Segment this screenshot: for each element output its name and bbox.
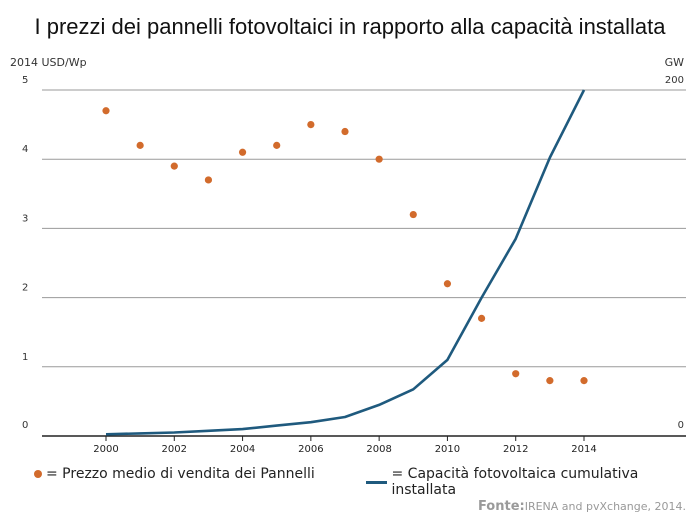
- y-left-axis-label: 2014 USD/Wp: [10, 56, 87, 69]
- price-point: [273, 141, 281, 149]
- price-point: [375, 155, 383, 163]
- x-tick-label: 2014: [571, 444, 596, 455]
- legend-label-price: = Prezzo medio di vendita dei Pannelli: [46, 466, 315, 482]
- source-prefix: Fonte:: [477, 499, 525, 514]
- price-point: [204, 176, 213, 184]
- y-left-tick-label: 0: [22, 420, 28, 431]
- x-tick-label: 2000: [93, 444, 118, 455]
- x-tick-label: 2010: [435, 444, 460, 455]
- price-point: [409, 210, 417, 219]
- y-left-tick-label: 2: [22, 283, 28, 294]
- chart-title: I prezzi dei pannelli fotovoltaici in ra…: [34, 14, 666, 39]
- x-tick-label: 2006: [298, 444, 323, 455]
- y-right-tick-label: 200: [665, 75, 684, 86]
- legend-item-price: = Prezzo medio di vendita dei Pannelli: [34, 466, 315, 482]
- x-tick-label: 2004: [230, 444, 255, 455]
- price-point: [238, 148, 247, 156]
- y-left-tick-label: 5: [22, 75, 28, 86]
- x-tick-label: 2002: [162, 444, 187, 455]
- legend-item-capacity: = Capacità fotovoltaica cumulativa insta…: [366, 466, 700, 498]
- price-point: [307, 121, 315, 129]
- legend-line-marker: [366, 480, 388, 484]
- price-point: [512, 370, 520, 378]
- legend-dot-marker: [34, 470, 42, 478]
- price-point: [170, 162, 178, 170]
- price-point: [443, 280, 452, 288]
- y-left-tick-label: 1: [22, 352, 28, 363]
- source-text: IRENA and pvXchange, 2014.: [524, 500, 686, 513]
- y-left-tick-label: 3: [22, 213, 28, 224]
- price-point: [341, 127, 349, 136]
- capacity-line: [105, 89, 586, 436]
- y-left-tick-label: 4: [22, 144, 28, 155]
- price-point: [477, 314, 486, 322]
- source-note: Fonte:IRENA and pvXchange, 2014.: [478, 499, 686, 514]
- price-point: [580, 377, 588, 385]
- x-tick-label: 2008: [366, 444, 391, 455]
- price-point: [102, 107, 110, 115]
- price-point: [546, 377, 554, 385]
- legend-label-capacity: = Capacità fotovoltaica cumulativa insta…: [391, 466, 639, 498]
- x-tick-label: 2012: [503, 444, 528, 455]
- y-right-axis-label: GW: [664, 56, 684, 69]
- y-right-tick-label: 0: [678, 420, 684, 431]
- price-point: [136, 141, 144, 149]
